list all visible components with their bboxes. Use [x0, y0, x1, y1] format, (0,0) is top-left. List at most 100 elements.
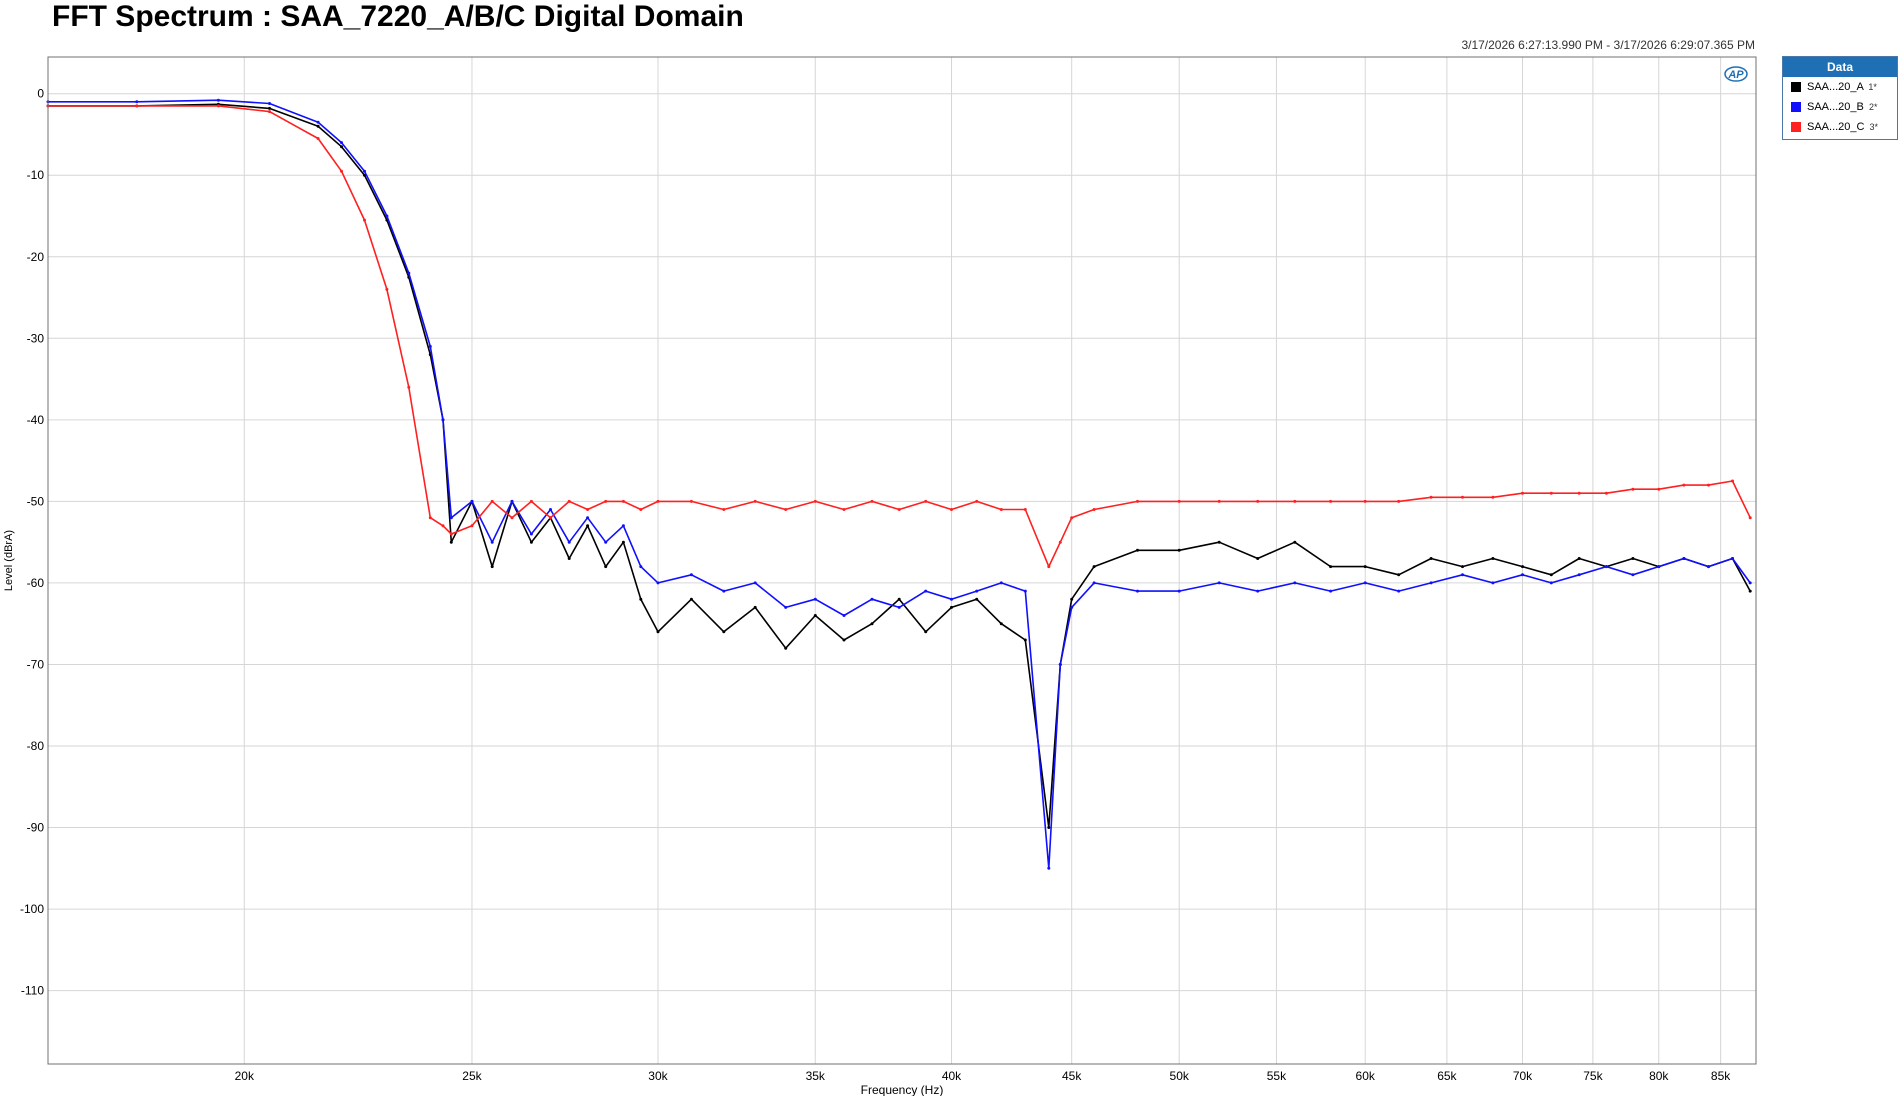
x-axis-label: Frequency (Hz) — [861, 1083, 944, 1096]
y-tick-label: -100 — [20, 902, 44, 916]
data-point — [842, 508, 846, 511]
data-point — [1092, 508, 1096, 511]
series-line-a — [48, 103, 1751, 829]
data-point — [604, 540, 608, 544]
legend-label-b: SAA...20_B — [1807, 101, 1864, 113]
data-point — [1047, 866, 1051, 870]
x-tick-label: 60k — [1356, 1069, 1376, 1083]
data-point — [1329, 565, 1333, 569]
y-tick-label: -20 — [27, 250, 45, 264]
data-point — [924, 589, 928, 593]
data-point — [268, 110, 271, 114]
legend-item-a[interactable]: SAA...20_A 1* — [1783, 77, 1897, 97]
data-point — [340, 141, 343, 145]
data-point — [639, 508, 643, 511]
data-point — [1491, 581, 1495, 585]
data-point — [639, 597, 643, 601]
data-point — [1217, 499, 1221, 503]
data-point — [999, 581, 1003, 585]
data-point — [1397, 499, 1401, 503]
data-point — [1521, 565, 1524, 569]
data-point — [1461, 573, 1464, 577]
data-point — [842, 638, 846, 642]
data-point — [586, 524, 590, 528]
data-point — [1549, 491, 1553, 495]
data-point — [1549, 581, 1553, 585]
data-point — [385, 287, 389, 291]
data-point — [1058, 540, 1062, 544]
data-point — [813, 499, 817, 503]
data-point — [1521, 491, 1524, 495]
data-point — [950, 605, 953, 609]
data-point — [753, 581, 757, 585]
data-point — [870, 622, 874, 626]
y-axis-label: Level (dBrA) — [3, 530, 15, 591]
x-tick-label: 70k — [1513, 1069, 1533, 1083]
legend-panel: Data SAA...20_A 1* SAA...20_B 2* SAA...2… — [1782, 56, 1898, 140]
data-point — [999, 622, 1003, 626]
data-point — [549, 508, 552, 511]
data-point — [1429, 495, 1433, 499]
data-point — [784, 646, 788, 650]
data-point — [975, 589, 979, 593]
data-point — [1136, 548, 1139, 552]
data-point — [1177, 499, 1181, 503]
data-point — [1363, 499, 1367, 503]
data-point — [870, 499, 874, 503]
data-point — [1047, 826, 1051, 829]
data-point — [428, 516, 432, 520]
data-point — [813, 597, 817, 601]
data-point — [1731, 479, 1734, 483]
data-point — [1329, 499, 1333, 503]
data-point — [689, 499, 693, 503]
legend-label-c: SAA...20_C — [1807, 121, 1865, 133]
data-point — [1682, 557, 1686, 560]
y-tick-label: -90 — [27, 821, 45, 835]
data-point — [268, 106, 271, 110]
data-point — [549, 516, 552, 520]
data-point — [950, 508, 953, 511]
data-point — [567, 557, 571, 560]
legend-suffix-b: 2* — [1868, 102, 1878, 112]
data-point — [1217, 540, 1221, 544]
data-point — [441, 524, 445, 528]
data-point — [529, 532, 533, 536]
data-point — [784, 605, 788, 609]
data-point — [1397, 573, 1401, 577]
data-point — [1707, 565, 1710, 569]
measurement-timestamp: 3/17/2026 6:27:13.990 PM - 3/17/2026 6:2… — [1461, 38, 1755, 52]
y-tick-label: -10 — [27, 168, 45, 182]
y-tick-label: -30 — [27, 331, 45, 345]
data-point — [428, 345, 432, 348]
data-point — [340, 145, 343, 149]
data-point — [722, 630, 726, 634]
data-point — [1293, 581, 1297, 585]
ap-logo: AP — [1724, 66, 1748, 82]
data-point — [842, 614, 846, 617]
data-point — [975, 499, 979, 503]
data-point — [1657, 487, 1661, 491]
data-point — [813, 614, 817, 617]
grid-lines — [48, 57, 1756, 1064]
legend-item-c[interactable]: SAA...20_C 3* — [1783, 117, 1897, 137]
x-tick-label: 55k — [1267, 1069, 1287, 1083]
data-point — [722, 589, 726, 593]
data-point — [586, 516, 590, 520]
data-point — [1293, 540, 1297, 544]
data-point — [1092, 581, 1096, 585]
x-tick-label: 85k — [1711, 1069, 1731, 1083]
data-point — [363, 218, 366, 222]
data-point — [1748, 516, 1752, 520]
y-tick-label: -60 — [27, 576, 45, 590]
data-point — [1707, 483, 1710, 487]
x-tick-label: 25k — [462, 1069, 482, 1083]
data-point — [1217, 581, 1221, 585]
data-point — [385, 214, 389, 218]
legend-item-b[interactable]: SAA...20_B 2* — [1783, 97, 1897, 117]
data-point — [950, 597, 953, 601]
x-tick-label: 50k — [1170, 1069, 1190, 1083]
data-point — [567, 540, 571, 544]
data-point — [1070, 605, 1074, 609]
data-point — [470, 524, 474, 528]
legend-label-a: SAA...20_A — [1807, 81, 1864, 93]
